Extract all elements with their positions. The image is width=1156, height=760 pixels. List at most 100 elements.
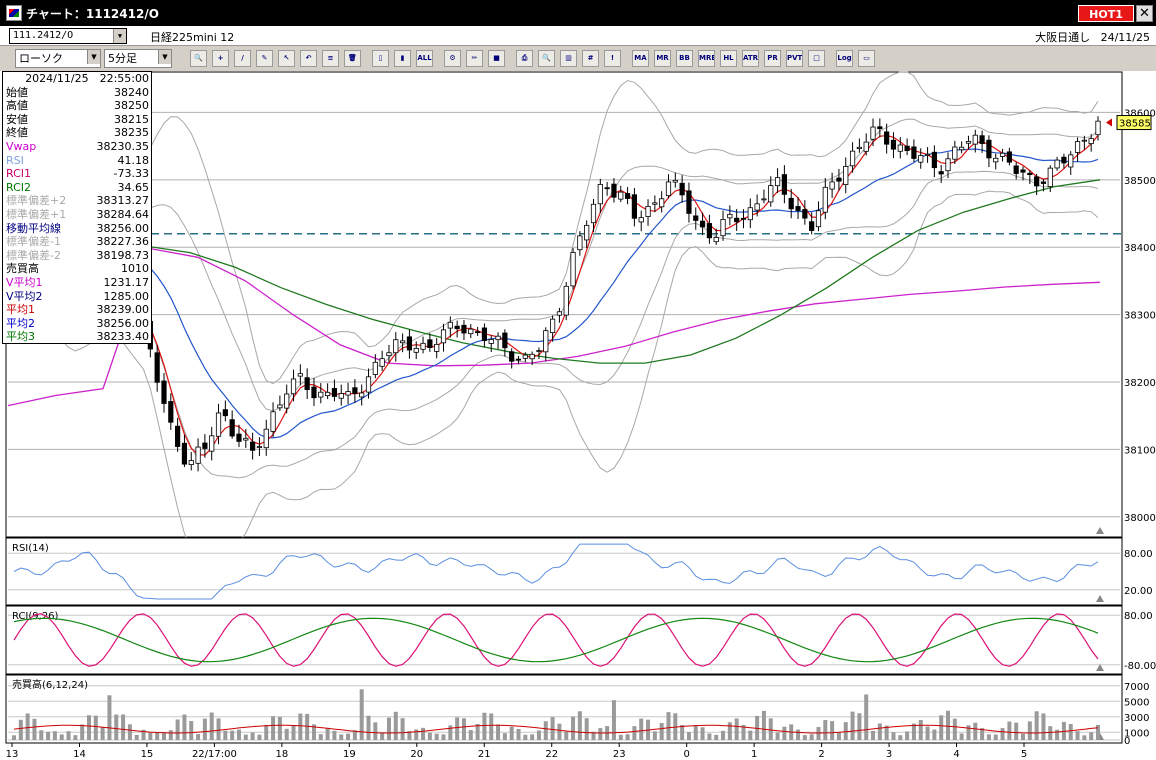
candle-up <box>672 179 678 183</box>
pr-icon[interactable]: PR <box>764 50 781 67</box>
trendline-icon[interactable]: / <box>234 50 251 67</box>
volume-bar <box>223 730 228 740</box>
info-row: V平均1 1231.17 <box>3 276 151 290</box>
print-icon[interactable]: ⎙ <box>516 50 533 67</box>
grid-icon[interactable]: # <box>582 50 599 67</box>
volume-tick-label: 5000 <box>1124 697 1149 708</box>
candle-up <box>863 141 869 152</box>
list-icon[interactable]: ≡ <box>322 50 339 67</box>
pen-icon[interactable]: ✎ <box>256 50 273 67</box>
volume-bar <box>127 724 132 740</box>
rsi-tick-label: 20.00 <box>1124 586 1153 597</box>
volume-bar <box>1096 725 1100 740</box>
close-icon[interactable]: ✕ <box>1136 5 1153 22</box>
candle-down <box>604 187 610 190</box>
volume-bar <box>707 733 712 740</box>
volume-bar <box>973 722 978 740</box>
crosshair-icon[interactable]: + <box>212 50 229 67</box>
volume-bar <box>250 732 255 740</box>
time-tick-label: 3 <box>886 749 892 760</box>
atr-icon[interactable]: ATR <box>742 50 759 67</box>
symbol-code-input[interactable]: 111.2412/O ▼ <box>9 28 127 44</box>
color-icon[interactable]: ■ <box>488 50 505 67</box>
candle-down <box>706 223 712 239</box>
candle-up <box>590 203 597 224</box>
candle-up <box>829 181 835 190</box>
info-value: 38227.36 <box>96 235 150 249</box>
candle-up <box>924 153 931 156</box>
brush-icon[interactable]: ✏ <box>466 50 483 67</box>
candle-up <box>563 285 569 316</box>
chevron-down-icon[interactable]: ▼ <box>113 29 126 43</box>
search2-icon[interactable]: 🔍 <box>538 50 555 67</box>
chevron-down-icon[interactable]: ▼ <box>158 50 171 64</box>
mre-icon[interactable]: MRE <box>698 50 715 67</box>
candle-down <box>679 182 685 196</box>
volume-bar <box>39 730 44 740</box>
volume-bar <box>823 720 828 740</box>
info-value: 38256.00 <box>96 316 150 330</box>
candle-up <box>618 191 624 200</box>
volume-bar <box>905 731 910 740</box>
info-label: Vwap <box>6 139 37 153</box>
bb-icon[interactable]: BB <box>676 50 693 67</box>
info-row: V平均2 1285.00 <box>3 290 151 304</box>
volume-bar <box>59 734 64 740</box>
candle-up <box>665 181 672 197</box>
price-tick-label: 38000 <box>1124 513 1156 524</box>
info-value: 38313.27 <box>96 194 150 208</box>
volume-bar <box>1014 722 1019 740</box>
candle-up <box>297 373 303 377</box>
candle-down <box>154 352 160 383</box>
log-icon[interactable]: Log <box>836 50 853 67</box>
bars-icon[interactable]: ▥ <box>560 50 577 67</box>
undo-icon[interactable]: ↶ <box>300 50 317 67</box>
volume-bar <box>202 718 207 740</box>
cursor-icon[interactable]: ↖ <box>278 50 295 67</box>
volume-bar <box>325 728 330 740</box>
volume-bar <box>25 713 30 740</box>
candle-up <box>754 203 760 211</box>
candle-up <box>284 393 290 409</box>
ma-icon[interactable]: MA <box>632 50 649 67</box>
candle-icon[interactable]: ▯ <box>372 50 389 67</box>
info-row: RCI1 -73.33 <box>3 167 151 181</box>
hl-icon[interactable]: HL <box>720 50 737 67</box>
long-ma-line <box>7 179 1101 364</box>
candle-down <box>699 220 706 228</box>
volume-bar <box>775 732 780 740</box>
candle2-icon[interactable]: ▮ <box>394 50 411 67</box>
volume-bar <box>577 711 582 740</box>
volume-bar <box>877 723 882 740</box>
info-label: 平均1 <box>6 303 35 317</box>
settings-icon[interactable]: ⚙ <box>444 50 461 67</box>
pvt-icon[interactable]: PVT <box>786 50 803 67</box>
lock-icon[interactable]: ! <box>604 50 621 67</box>
volume-bar <box>980 728 985 740</box>
mr-icon[interactable]: MR <box>654 50 671 67</box>
price-tick-label: 38400 <box>1124 243 1156 254</box>
candle-down <box>481 327 488 341</box>
market-info: 大阪日通し 24/11/25 <box>1035 29 1150 45</box>
trash-icon[interactable]: 🗑 <box>344 50 361 67</box>
all-icon[interactable]: ALL <box>416 50 433 67</box>
volume-bar <box>686 732 691 740</box>
toolbar: ローソク ▼ 5分足 ▼ 🔍 + / ✎ ↖ ↶ ≡ 🗑 ▯ ▮ ALL ⚙ ✏ ■ ⎙ 🔍 ▥ #! MA MR BB… <box>0 47 1156 71</box>
window-icon[interactable]: ▭ <box>858 50 875 67</box>
volume-bar <box>114 714 119 740</box>
volume-bar <box>543 721 548 740</box>
zoom-icon[interactable]: 🔍 <box>190 50 207 67</box>
window-title: チャート：1112412/O <box>26 6 159 21</box>
interval-select[interactable]: 5分足 ▼ <box>104 49 172 68</box>
box-icon[interactable]: □ <box>808 50 825 67</box>
volume-bar <box>959 733 964 740</box>
last-price-marker-icon <box>1106 118 1112 127</box>
candle-down <box>877 126 883 130</box>
candle-up <box>747 207 753 221</box>
candle-down <box>461 324 467 334</box>
volume-bar <box>666 712 671 740</box>
chart-type-select[interactable]: ローソク ▼ <box>15 49 101 68</box>
chevron-down-icon[interactable]: ▼ <box>87 50 100 64</box>
hot-button[interactable]: HOT1 <box>1078 5 1134 22</box>
candle-up <box>263 428 269 449</box>
